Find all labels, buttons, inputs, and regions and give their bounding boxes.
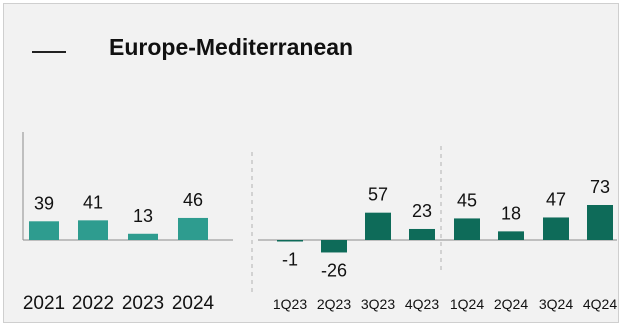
quarterly-bar-1Q23 <box>277 240 303 242</box>
quarterly-bar-2Q24 <box>498 231 524 240</box>
quarterly-bar-2Q23 <box>321 240 347 253</box>
chart-title: Europe-Mediterranean <box>109 34 354 60</box>
annual-value-label-2021: 39 <box>34 193 54 213</box>
quarterly-value-label-1Q23: -1 <box>282 250 298 270</box>
annual-tick-label-2021: 2021 <box>23 293 65 314</box>
annual-value-label-2024: 46 <box>183 190 203 210</box>
quarterly-value-label-4Q23: 23 <box>412 201 432 221</box>
quarterly-tick-label-1Q24: 1Q24 <box>450 296 484 312</box>
quarterly-tick-label-3Q24: 3Q24 <box>539 296 573 312</box>
annual-tick-label-2023: 2023 <box>122 293 164 314</box>
quarterly-value-label-3Q24: 47 <box>546 189 566 209</box>
quarterly-value-label-1Q24: 45 <box>457 190 477 210</box>
quarterly-bar-4Q23 <box>409 228 435 240</box>
quarterly-tick-label-1Q23: 1Q23 <box>273 296 307 312</box>
annual-value-label-2023: 13 <box>133 206 153 226</box>
quarterly-bar-1Q24 <box>454 218 480 240</box>
quarterly-tick-label-2Q24: 2Q24 <box>494 296 528 312</box>
annual-tick-label-2022: 2022 <box>72 293 114 314</box>
quarterly-tick-label-4Q23: 4Q23 <box>405 296 439 312</box>
annual-tick-label-2024: 2024 <box>172 293 215 314</box>
title-rule <box>32 51 66 53</box>
quarterly-tick-label-3Q23: 3Q23 <box>361 296 395 312</box>
quarterly-value-label-2Q23: -26 <box>321 260 347 280</box>
annual-bar-2023 <box>128 233 158 240</box>
quarterly-value-label-4Q24: 73 <box>590 177 610 197</box>
quarterly-bar-4Q24 <box>587 205 613 240</box>
annual-bar-2024 <box>178 217 208 240</box>
chart-panel: Europe-Mediterranean <box>3 3 619 323</box>
quarterly-bar-3Q24 <box>543 217 569 240</box>
quarterly-tick-label-4Q24: 4Q24 <box>583 296 617 312</box>
quarterly-value-label-3Q23: 57 <box>368 185 388 205</box>
annual-value-label-2022: 41 <box>83 192 103 212</box>
quarterly-tick-label-2Q23: 2Q23 <box>317 296 351 312</box>
quarterly-bar-3Q23 <box>365 212 391 240</box>
quarterly-value-label-2Q24: 18 <box>501 203 521 223</box>
annual-bar-2022 <box>78 220 108 240</box>
annual-bar-2021 <box>29 221 59 240</box>
